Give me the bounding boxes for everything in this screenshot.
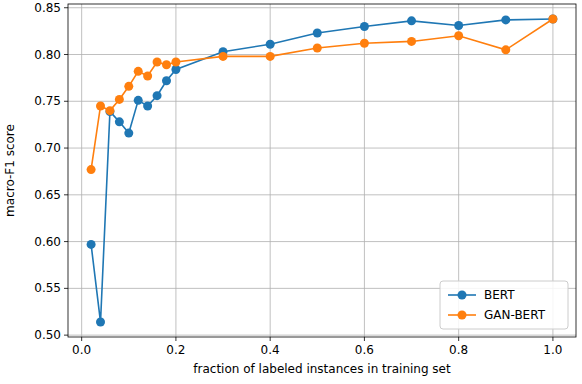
legend-label: BERT [484,288,515,302]
legend-box [440,281,568,329]
marker [360,22,369,31]
marker [124,129,133,138]
tick [64,54,68,55]
tick-label: 0.85 [34,1,61,15]
marker [115,95,124,104]
series-line [91,19,553,322]
chart: 0.0 0.2 0.4 0.6 0.8 1.0 0.50 0.55 0.60 0.65 0.70 0.… [0,0,582,384]
series-line [91,19,553,170]
marker [115,117,124,126]
marker [313,43,322,52]
marker [87,165,96,174]
grid-line [68,335,576,336]
marker [501,15,510,24]
tick-label: 0.0 [72,343,91,357]
grid-line [175,4,176,337]
grid-line [68,148,576,149]
marker [143,101,152,110]
data-group [87,14,558,326]
marker [96,101,105,110]
tick [364,337,365,341]
tick-label: 1.0 [543,343,562,357]
tick-label: 0.8 [449,343,468,357]
marker [134,96,143,105]
grid-line [364,4,365,337]
marker [171,57,180,66]
tick [270,337,271,341]
y-axis-label: macro-F1 score [3,124,17,217]
marker [124,82,133,91]
tick [175,337,176,341]
tick [64,241,68,242]
tick [458,337,459,341]
tick [64,335,68,336]
marker [105,106,114,115]
marker [96,318,105,327]
grid-line [68,7,576,8]
marker [501,45,510,54]
tick-label: 0.4 [261,343,280,357]
marker [266,40,275,49]
tick-label: 0.55 [34,281,61,295]
plot-frame [68,4,576,337]
grid-line [68,194,576,195]
marker [454,21,463,30]
tick-label: 0.70 [34,141,61,155]
tick-label: 0.60 [34,235,61,249]
grid-line [68,241,576,242]
tick [64,194,68,195]
marker [134,67,143,76]
tick-label: 0.2 [166,343,185,357]
marker [162,76,171,85]
tick [552,337,553,341]
tick [64,101,68,102]
marker [407,16,416,25]
tick-label: 0.80 [34,48,61,62]
tick [64,7,68,8]
marker [162,60,171,69]
grid-line [68,54,576,55]
tick [64,288,68,289]
tick-label: 0.50 [34,328,61,342]
tick-label: 0.75 [34,94,61,108]
marker [153,91,162,100]
legend-label: GAN-BERT [484,308,546,322]
marker [87,240,96,249]
marker [313,28,322,37]
marker [266,52,275,61]
tick [64,148,68,149]
marker [407,37,416,46]
marker [143,72,152,81]
marker [548,14,557,23]
legend-marker [458,291,467,300]
marker [360,39,369,48]
marker [153,57,162,66]
tick-label: 0.65 [34,188,61,202]
x-axis-label: fraction of labeled instances in trainin… [193,362,451,376]
grid-line [81,4,82,337]
marker [454,31,463,40]
legend-marker [458,311,467,320]
marker [105,107,114,116]
tick-label: 0.6 [355,343,374,357]
grid-line [68,101,576,102]
legend: BERT GAN-BERT [440,281,568,329]
marker [548,14,557,23]
marker [219,52,228,61]
tick [81,337,82,341]
plot-background [68,4,576,337]
